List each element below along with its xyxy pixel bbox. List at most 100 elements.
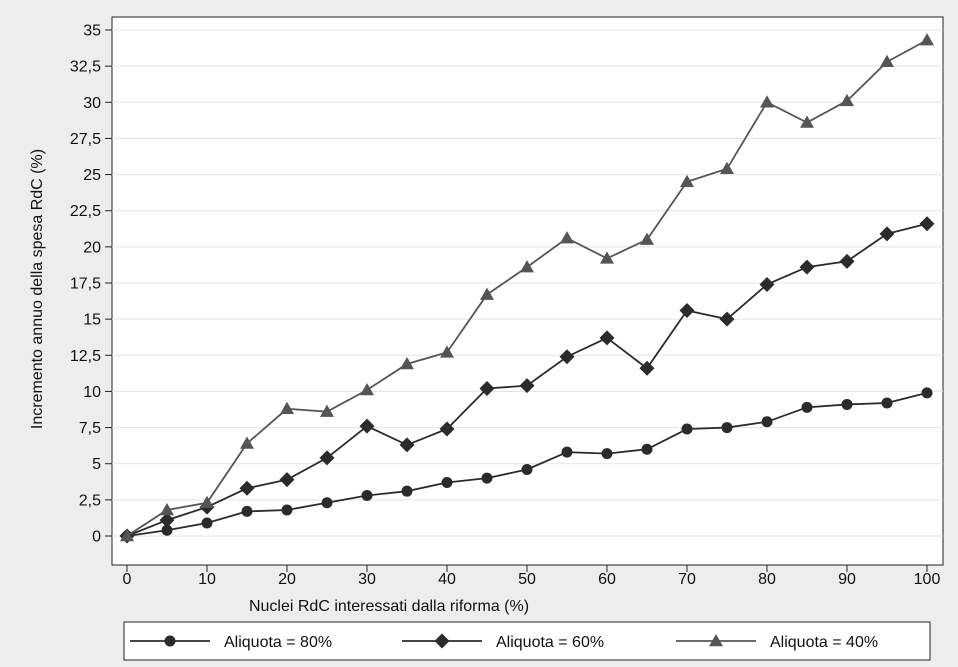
data-point [200, 495, 214, 508]
legend-marker [709, 634, 723, 647]
data-point [159, 512, 175, 528]
y-tick-label: 32,5 [70, 59, 101, 76]
data-point [559, 349, 575, 365]
data-point [320, 404, 334, 417]
data-point [681, 423, 693, 435]
data-point [761, 416, 773, 428]
data-point [759, 276, 775, 292]
data-point [560, 231, 574, 244]
legend-item: Aliquota = 80% [130, 634, 332, 651]
data-point [920, 33, 934, 46]
data-point [281, 504, 293, 516]
data-point [719, 311, 735, 327]
y-tick-label: 30 [83, 95, 101, 112]
legend-items: Aliquota = 80% Aliquota = 60% Aliquota = 4… [130, 633, 878, 651]
y-axis: 0 2,5 5 7,5 10 12,5 15 17,5 20 22,5 25 27,5 30 32,5 35 [70, 23, 112, 546]
data-point [680, 174, 694, 188]
data-point [280, 401, 294, 415]
x-tick-label: 60 [598, 571, 616, 588]
x-tick-label: 50 [518, 571, 536, 588]
data-point [561, 446, 573, 458]
data-point [679, 302, 695, 318]
data-point [601, 448, 613, 460]
legend-marker [434, 633, 450, 649]
data-point [361, 490, 373, 502]
x-tick-label: 10 [198, 571, 216, 588]
data-point [760, 95, 774, 108]
x-tick-label: 70 [678, 571, 696, 588]
data-point [360, 382, 374, 396]
data-point [359, 418, 375, 434]
y-tick-label: 27,5 [70, 131, 101, 148]
y-tick-label: 0 [92, 529, 101, 546]
data-point [440, 345, 454, 358]
data-point [480, 287, 494, 300]
data-point [439, 421, 455, 437]
y-tick-label: 12,5 [70, 348, 101, 365]
data-point [799, 259, 815, 275]
x-axis-title: Nuclei RdC interessati dalla riforma (%) [249, 598, 529, 615]
series-circle [121, 387, 933, 542]
data-point [720, 161, 734, 175]
data-point [319, 450, 335, 466]
data-point [521, 463, 533, 475]
data-point [479, 381, 495, 397]
data-point [201, 517, 213, 529]
data-point [840, 93, 854, 107]
data-point [800, 115, 814, 128]
series-diamond [119, 216, 935, 544]
legend-item: Aliquota = 40% [676, 634, 878, 651]
series-triangle [120, 33, 934, 542]
data-point [599, 330, 615, 346]
data-point [641, 443, 653, 455]
data-point [519, 378, 535, 394]
data-point [520, 260, 534, 273]
data-point [839, 253, 855, 269]
data-point [921, 387, 933, 399]
data-point [240, 436, 254, 449]
x-tick-label: 40 [438, 571, 456, 588]
data-point [241, 505, 253, 517]
data-point [161, 524, 173, 536]
legend-label: Aliquota = 60% [496, 634, 604, 651]
data-point [841, 398, 853, 410]
data-point [160, 502, 174, 516]
y-tick-label: 35 [83, 23, 101, 40]
data-point [919, 216, 935, 232]
x-axis: 0 10 20 30 40 50 60 70 80 90 100 [123, 565, 941, 588]
data-point [120, 529, 134, 542]
y-tick-label: 15 [83, 312, 101, 329]
legend: Aliquota = 80% Aliquota = 60% Aliquota = 4… [123, 621, 931, 661]
y-tick-label: 25 [83, 167, 101, 184]
data-point [279, 472, 295, 488]
y-tick-label: 17,5 [70, 276, 101, 293]
data-point [321, 497, 333, 509]
x-tick-label: 20 [278, 571, 296, 588]
plot-area [111, 16, 944, 566]
x-tick-label: 80 [758, 571, 776, 588]
data-point [441, 477, 453, 489]
data-point [600, 251, 614, 264]
data-point [401, 485, 413, 497]
legend-item: Aliquota = 60% [402, 633, 604, 651]
x-tick-label: 100 [914, 571, 941, 588]
data-point [639, 360, 655, 376]
data-point [400, 356, 414, 370]
x-tick-label: 0 [123, 571, 132, 588]
x-tick-label: 90 [838, 571, 856, 588]
y-tick-label: 20 [83, 239, 101, 256]
series-layer [119, 33, 935, 544]
legend-label: Aliquota = 40% [770, 634, 878, 651]
y-axis-title: Incremento annuo della spesa RdC (%) [29, 149, 46, 429]
data-point [879, 226, 895, 242]
y-tick-label: 7,5 [79, 420, 101, 437]
data-point [640, 232, 654, 245]
data-point [399, 437, 415, 453]
y-tick-label: 2,5 [79, 492, 101, 509]
legend-box [123, 621, 931, 661]
data-point [721, 422, 733, 434]
data-point [880, 54, 894, 68]
data-point [481, 472, 493, 484]
y-tick-label: 10 [83, 384, 101, 401]
